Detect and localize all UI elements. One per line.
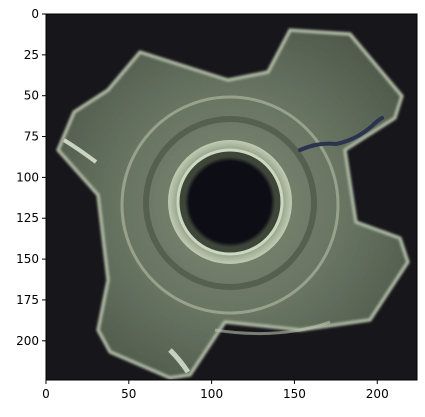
y-tick-label: 175 <box>16 293 39 307</box>
highlight-bottom-edge <box>214 320 331 336</box>
middle-ring <box>143 116 317 290</box>
y-tick-label: 200 <box>16 334 39 348</box>
y-tick-label: 50 <box>24 89 39 103</box>
x-axis: 0 50 100 150 200 <box>42 380 389 401</box>
y-tick-label: 0 <box>31 7 39 21</box>
x-tick-label: 200 <box>366 387 389 401</box>
highlight-left <box>62 138 98 164</box>
scratch-mark <box>298 116 384 152</box>
y-tick-label: 25 <box>24 48 39 62</box>
photo <box>46 14 417 380</box>
x-tick-label: 50 <box>121 387 136 401</box>
x-tick-label: 0 <box>42 387 50 401</box>
y-tick-label: 75 <box>24 130 39 144</box>
x-tick-label: 150 <box>283 387 306 401</box>
axes-frame <box>45 13 418 381</box>
highlight-bottom <box>168 348 191 374</box>
y-axis: 0 25 50 75 100 125 150 175 200 <box>16 7 46 348</box>
y-tick-label: 125 <box>16 211 39 225</box>
y-tick-label: 100 <box>16 170 39 184</box>
outer-ring <box>120 95 340 315</box>
center-hole <box>187 159 273 245</box>
x-tick-label: 100 <box>200 387 223 401</box>
y-tick-label: 150 <box>16 252 39 266</box>
